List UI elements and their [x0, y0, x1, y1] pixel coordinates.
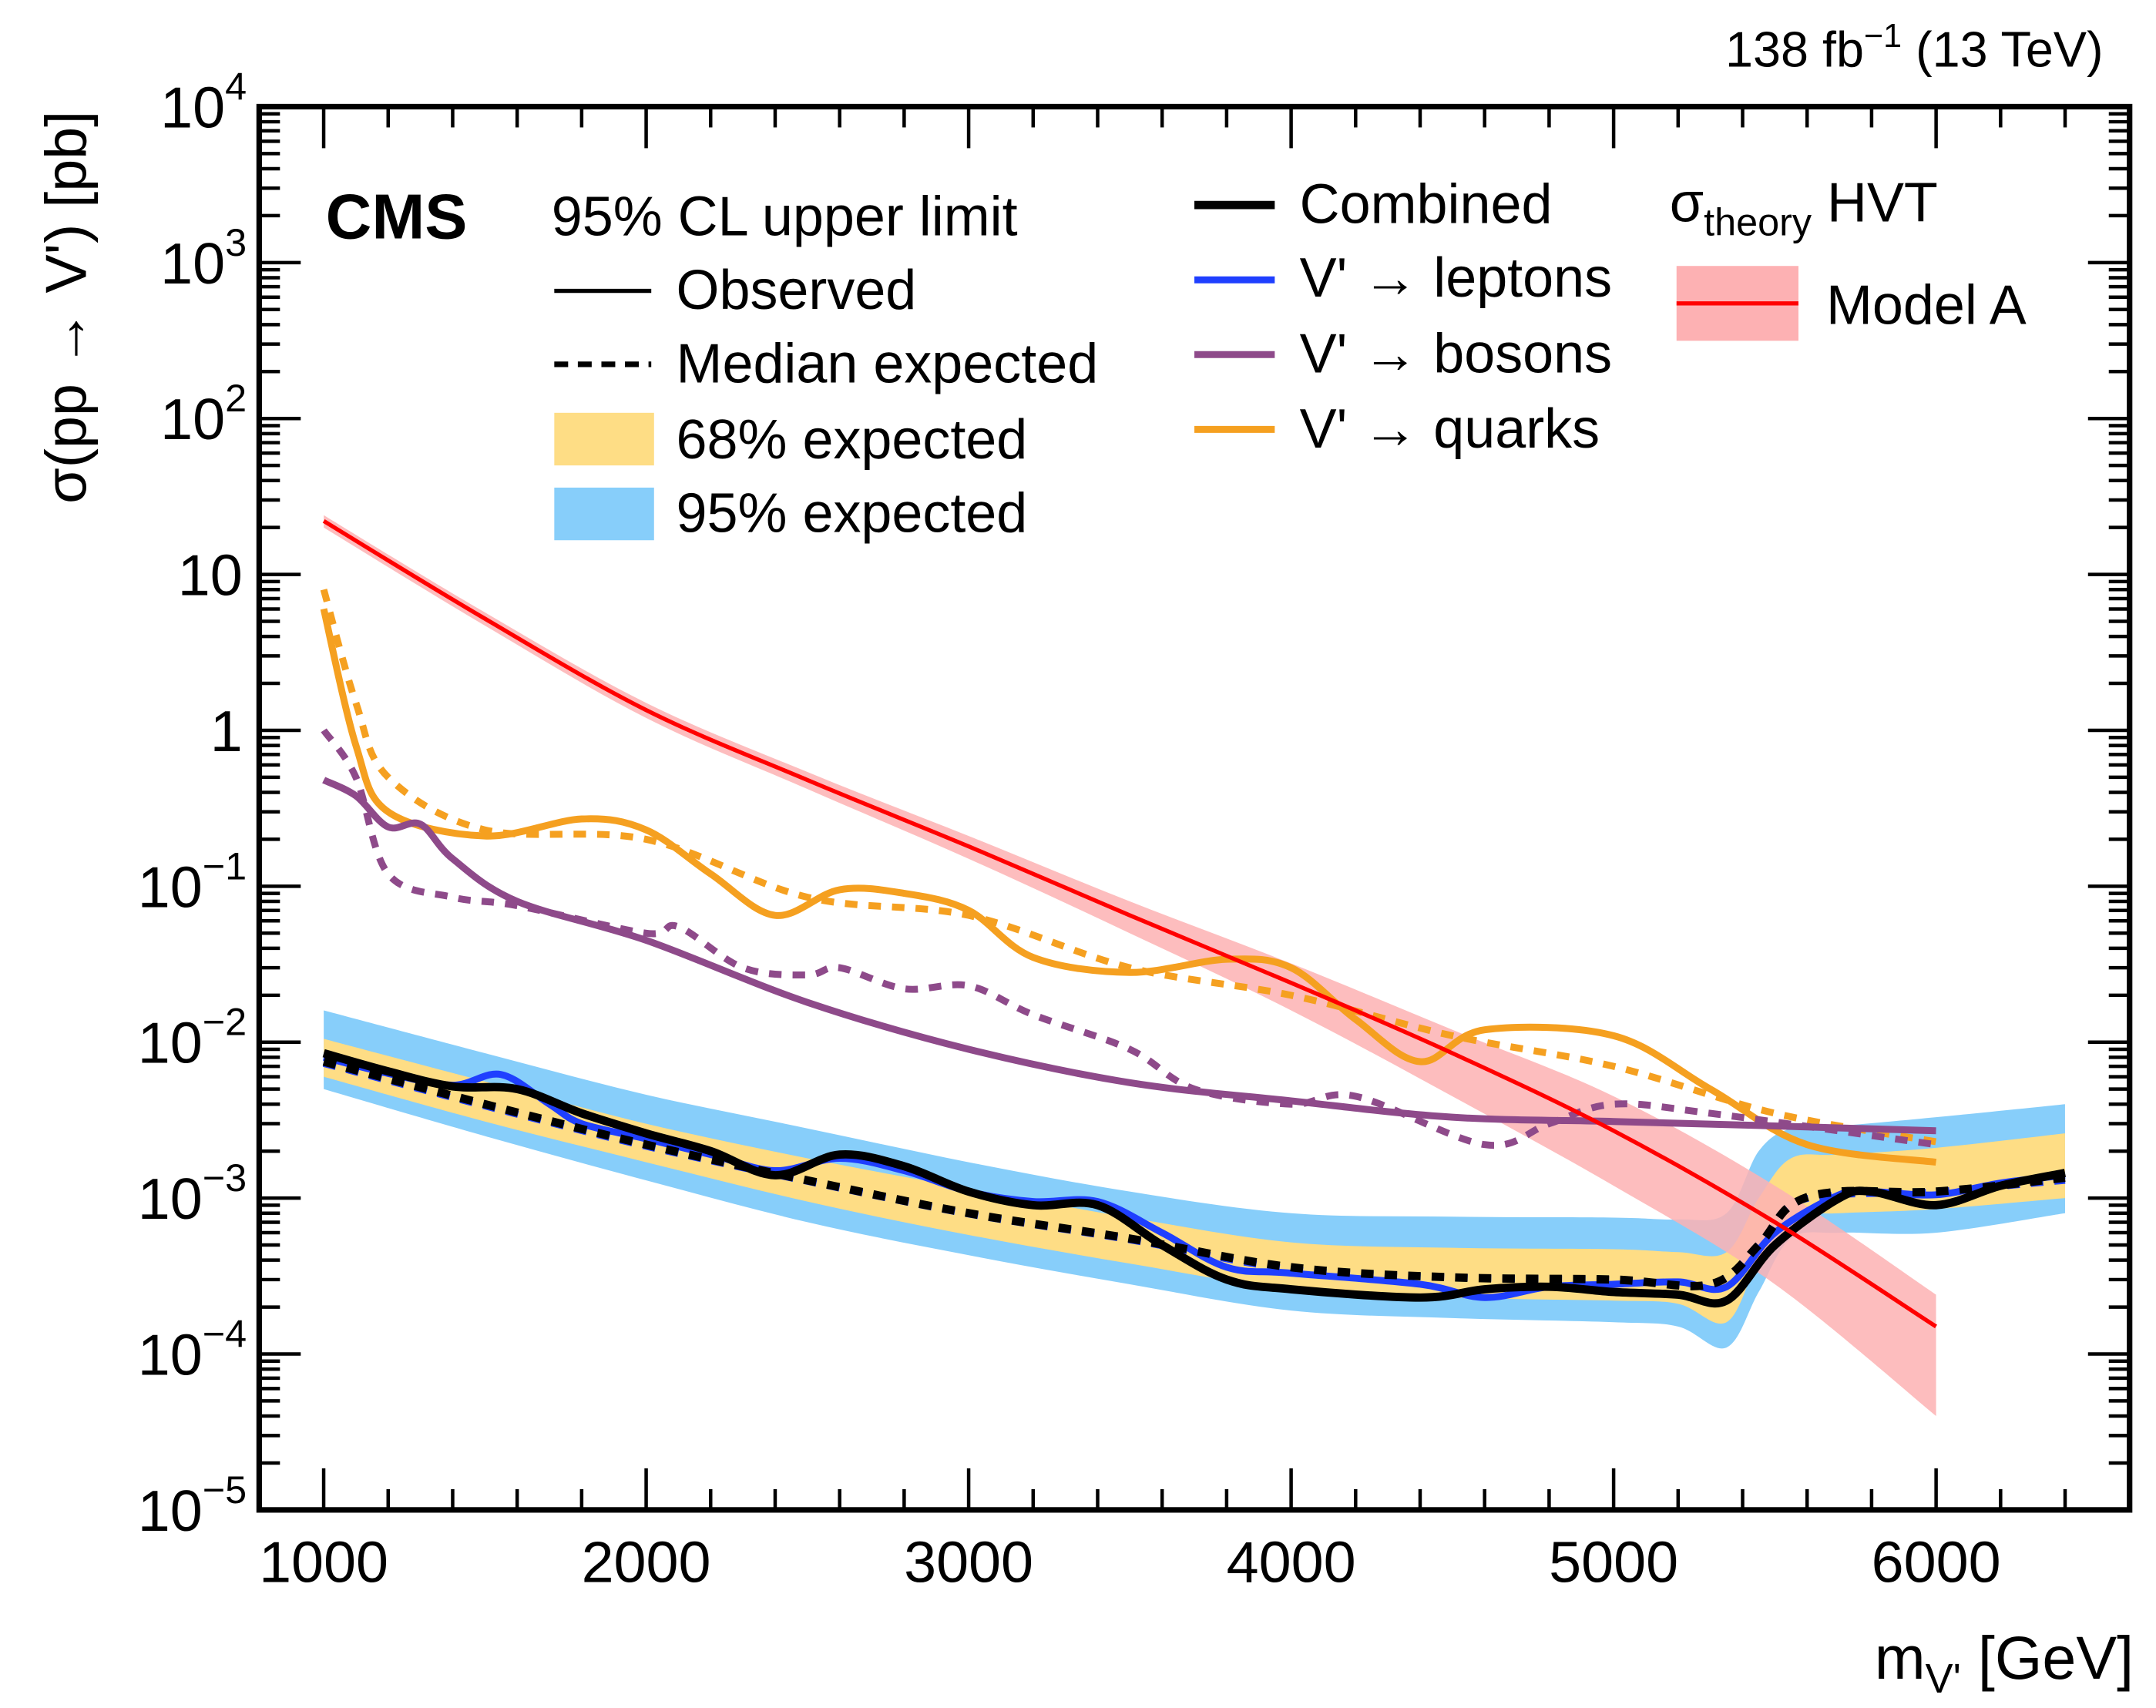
x-tick-label: 4000 — [1227, 1530, 1356, 1595]
legend-68-swatch — [554, 412, 654, 466]
legend-expected: Median expected — [677, 333, 1099, 394]
legend-bosons: V' → bosons — [1300, 324, 1612, 385]
plot-frame — [256, 103, 2133, 1513]
legend-observed: Observed — [677, 260, 917, 321]
legend-95-swatch — [554, 487, 654, 541]
cms-label: CMS — [326, 180, 468, 252]
y-tick-label: 10 — [178, 544, 243, 609]
series-combined-expected — [322, 1057, 2066, 1290]
legend-95: 95% expected — [677, 482, 1028, 544]
theory-line — [322, 518, 1937, 1329]
band-68-expected — [324, 1039, 2066, 1324]
ticks-layer — [257, 106, 2131, 1512]
legend-quarks: V' → quarks — [1300, 398, 1600, 460]
y-tick-label: 10−3 — [138, 1156, 247, 1232]
x-axis-label: mV' [GeV] — [1875, 1623, 2134, 1702]
y-tick-label: 102 — [160, 376, 247, 452]
legend-68: 68% expected — [677, 409, 1028, 471]
curves-layer — [320, 518, 2067, 1329]
x-tick-label: 5000 — [1549, 1530, 1678, 1595]
bands-layer — [324, 515, 2066, 1417]
lumi-label: 138 fb−1 (13 TeV) — [1725, 18, 2104, 77]
x-tick-label: 3000 — [904, 1530, 1033, 1595]
y-tick-label: 104 — [160, 64, 247, 140]
y-tick-label: 10−1 — [138, 844, 247, 920]
x-tick-label: 6000 — [1872, 1530, 2001, 1595]
series-bosons-observed — [322, 777, 1936, 1135]
legend-theory-header: σtheory HVT — [1670, 173, 1938, 244]
legend-header: 95% CL upper limit — [552, 186, 1018, 248]
y-tick-label: 103 — [160, 220, 247, 297]
y-tick-label: 10−4 — [138, 1312, 247, 1388]
legend-theory: Model A — [1826, 275, 2027, 337]
tick-labels: 1000 2000 3000 4000 5000 6000 10−5 10−4 10−3 10−2… — [138, 64, 2001, 1595]
theory-band — [324, 515, 1936, 1417]
legend-leptons: V' → leptons — [1300, 247, 1612, 309]
y-axis-label: σ(pp → V') [pb] — [35, 111, 99, 504]
y-tick-label: 1 — [210, 700, 243, 764]
series-bosons-expected — [321, 728, 1937, 1149]
y-tick-label: 10−2 — [138, 1000, 247, 1076]
series-combined-observed — [322, 1049, 2067, 1308]
legend: 95% CL upper limit Observed Median expec… — [552, 173, 2027, 545]
series-quarks-expected — [320, 589, 1937, 1146]
series-leptons-observed — [323, 1053, 2066, 1301]
x-tick-label: 1000 — [259, 1530, 388, 1595]
legend-combined: Combined — [1300, 173, 1553, 235]
x-tick-label: 2000 — [582, 1530, 711, 1595]
y-tick-label: 10−5 — [138, 1468, 247, 1544]
